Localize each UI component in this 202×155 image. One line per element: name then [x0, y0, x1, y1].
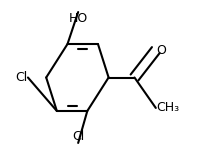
Text: Cl: Cl [16, 71, 28, 84]
Text: HO: HO [68, 12, 88, 25]
Text: Cl: Cl [72, 130, 84, 143]
Text: O: O [156, 44, 166, 57]
Text: CH₃: CH₃ [156, 101, 179, 114]
